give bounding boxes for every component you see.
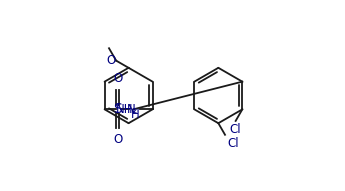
Text: NH₂: NH₂ [116,103,138,116]
Text: O: O [113,72,122,86]
Text: Cl: Cl [227,137,238,150]
Text: H: H [131,108,140,121]
Text: N: N [127,103,136,116]
Text: S: S [114,102,122,116]
Text: O: O [113,133,122,146]
Text: Cl: Cl [230,123,241,136]
Text: O: O [106,54,115,67]
